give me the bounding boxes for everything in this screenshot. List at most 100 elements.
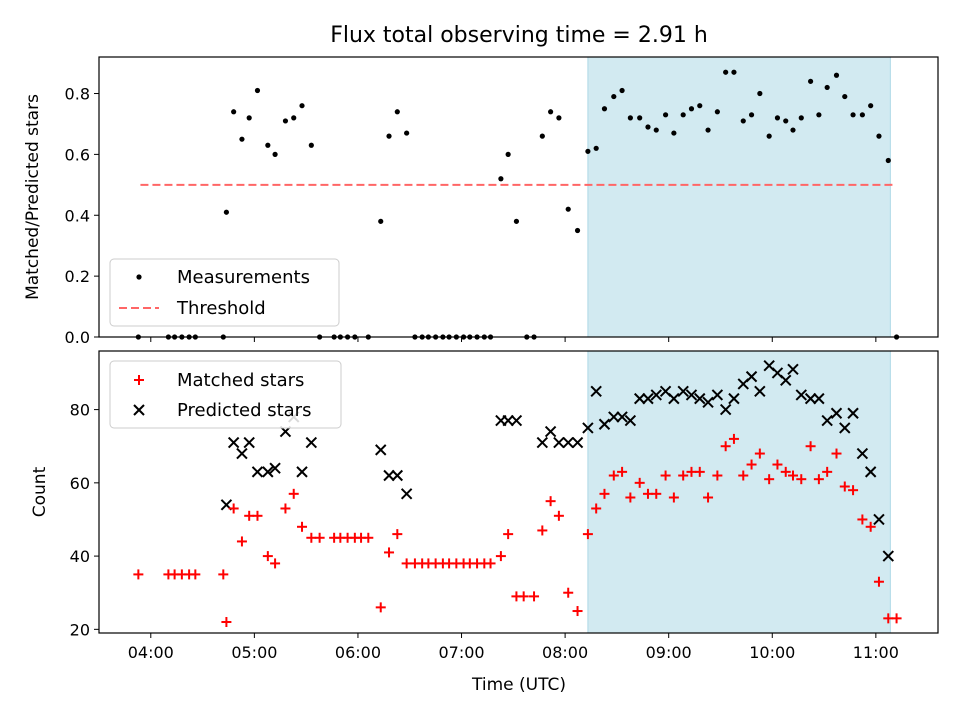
x-tick-label: 04:00: [128, 643, 174, 662]
matched-stars-point: [221, 617, 232, 628]
matched-stars-point: [133, 569, 144, 580]
predicted-stars-point: [616, 411, 628, 423]
x-tick-label: 11:00: [853, 643, 899, 662]
measurement-point: [291, 115, 297, 121]
predicted-stars-point: [262, 466, 274, 478]
measurement-point: [868, 103, 874, 109]
predicted-stars-point: [269, 462, 281, 474]
measurement-point: [404, 130, 410, 136]
legend-box: [109, 258, 340, 327]
matched-stars-point: [252, 510, 263, 521]
predicted-stars-point: [830, 407, 843, 419]
matched-stars-point: [694, 466, 705, 477]
matched-stars-point: [764, 474, 775, 485]
matched-stars-point: [822, 466, 833, 477]
y-tick-label: 40: [70, 547, 90, 566]
matched-stars-point: [625, 492, 636, 503]
observing-window-shade: [587, 56, 891, 338]
y-tick-label: 0.2: [65, 267, 90, 286]
matched-stars-point: [831, 448, 842, 459]
measurement-point: [308, 142, 314, 148]
measurement-point: [783, 118, 789, 124]
measurement-point: [593, 145, 599, 151]
legend-box: [109, 360, 342, 429]
observing-window-shade: [587, 350, 891, 634]
predicted-stars-point: [650, 389, 662, 401]
measurement-point: [859, 112, 865, 118]
matched-stars-point: [754, 448, 765, 459]
predicted-stars-point: [502, 414, 514, 427]
matched-stars-point: [712, 470, 723, 481]
matched-stars-point: [796, 474, 807, 485]
x-tick-label: 05:00: [231, 643, 277, 662]
bottom-panel: 20 40 60 80 04:00 05:00 06:00 07:00 08:00 09:00 1…: [30, 350, 939, 695]
matched-stars-point: [848, 485, 859, 496]
measurement-point: [574, 227, 581, 234]
predicted-stars-point: [745, 370, 758, 383]
predicted-stars-point: [780, 374, 792, 387]
predicted-stars-point: [685, 389, 698, 401]
x-tick-label: 09:00: [646, 643, 692, 662]
measurement-point: [790, 127, 796, 133]
matched-stars-point: [703, 492, 714, 503]
measurement-point: [611, 93, 617, 100]
measurement-point: [619, 87, 625, 94]
measurement-point: [705, 127, 711, 133]
matched-stars-point: [314, 532, 325, 543]
predicted-stars-point: [536, 436, 549, 449]
matched-stars-point: [297, 521, 308, 532]
measurement-point: [282, 118, 289, 124]
bottom-legend: Matched stars Predicted stars: [109, 360, 342, 429]
predicted-stars-point: [553, 436, 565, 449]
matched-stars-point: [865, 521, 876, 532]
matched-stars-point: [891, 613, 902, 624]
matched-stars-point: [660, 470, 671, 481]
chart-title: Flux total observing time = 2.91 h: [330, 23, 708, 48]
measurement-point: [498, 176, 504, 182]
matched-stars-point: [582, 529, 593, 540]
measurement-point: [265, 142, 271, 148]
measurement-point: [731, 69, 737, 75]
matched-stars-point: [384, 547, 395, 558]
measurement-point: [548, 109, 554, 115]
predicted-stars-point: [624, 414, 637, 427]
measurement-point: [645, 124, 651, 130]
predicted-stars-point: [711, 389, 724, 401]
predicted-stars-point: [582, 422, 594, 434]
matched-stars-point: [236, 536, 247, 547]
predicted-stars-point: [804, 392, 817, 405]
measurement-point: [714, 109, 720, 115]
predicted-stars-point: [296, 466, 308, 478]
measurement-point: [876, 133, 882, 139]
measurement-point: [505, 151, 511, 157]
measurement-point: [842, 93, 848, 100]
matched-stars-point: [495, 551, 506, 562]
matched-stars-point: [218, 569, 229, 580]
matched-stars-point: [545, 496, 556, 507]
measurement-point: [231, 109, 237, 115]
legend-matched-marker: [134, 375, 144, 385]
legend-measurement-marker: [136, 274, 142, 280]
matched-stars-point: [537, 525, 548, 536]
x-tick-label: 10:00: [749, 643, 795, 662]
measurement-point: [239, 136, 245, 142]
matched-stars-point: [839, 481, 850, 492]
legend-label-predicted: Predicted stars: [177, 400, 311, 421]
measurement-point: [833, 72, 840, 78]
measurement-point: [757, 90, 763, 97]
x-tick-label: 06:00: [335, 643, 381, 662]
matched-stars-point: [608, 470, 619, 481]
measurement-point: [816, 112, 822, 118]
matched-stars-point: [485, 558, 496, 569]
bottom-axes-frame: [98, 350, 939, 634]
measurement-point: [671, 130, 677, 136]
predicted-stars-point: [719, 403, 732, 416]
measurement-point: [585, 148, 591, 154]
matched-stars-point: [288, 488, 299, 499]
predicted-stars-point: [882, 550, 894, 562]
measurement-point: [556, 115, 562, 121]
measurement-point: [386, 133, 392, 139]
measurement-point: [299, 103, 305, 109]
x-axis-label: Time (UTC): [471, 675, 566, 695]
matched-stars-point: [787, 470, 798, 481]
